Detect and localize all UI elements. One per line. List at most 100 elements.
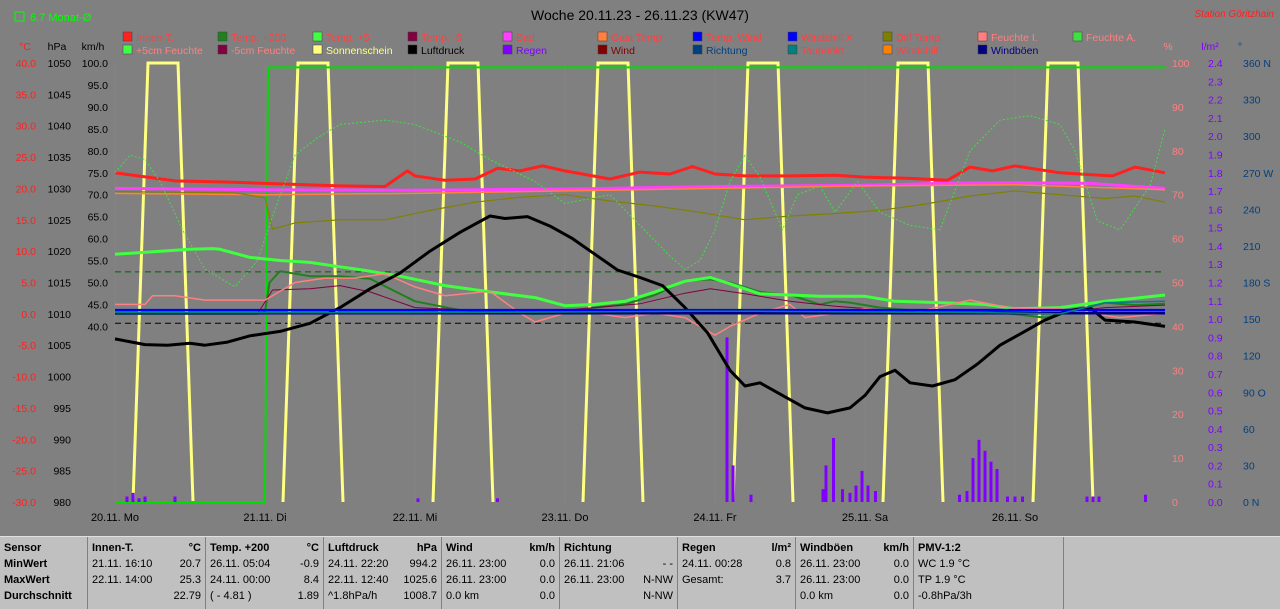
legend-label: Feuchte I.	[991, 32, 1038, 44]
statistics-panel: Sensor MinWert MaxWert Durchschnitt Inne…	[0, 536, 1280, 609]
stats-cell-label: 24.11. 22:20	[328, 558, 389, 570]
rain-unit-label: l/m²	[1201, 41, 1219, 53]
day-label: 26.11. So	[992, 512, 1038, 524]
rain-tick: 0.3	[1208, 442, 1223, 454]
stats-cell-row: TP 1.9 °C	[918, 572, 1059, 588]
legend-item[interactable]: Feuchte I.	[977, 31, 1038, 44]
stats-cell-row: WC 1.9 °C	[918, 556, 1059, 572]
series-line-taupunkt	[115, 300, 1166, 315]
legend-label: +5cm Feuchte	[136, 45, 203, 57]
stats-cell-row: 22.79	[92, 588, 201, 604]
sunshine-trace	[581, 61, 645, 503]
legend-item[interactable]: Windböen	[977, 44, 1038, 57]
direction-tick: 210	[1243, 241, 1261, 253]
stats-cell-label	[92, 588, 173, 604]
stats-column: PMV-1:2 WC 1.9 °C TP 1.9 °C -0.8hPa/3h	[914, 537, 1064, 609]
series-line-bad	[114, 181, 1166, 192]
hpa-tick: 1035	[48, 152, 72, 164]
legend-item[interactable]: Luftdruck	[407, 44, 465, 57]
legend-item[interactable]: Taupunkt	[787, 44, 844, 57]
monat-average-label: 6.7 Monat-Ø	[30, 12, 92, 24]
legend-label: Windchill	[896, 45, 938, 57]
hpa-tick: 1015	[48, 278, 72, 290]
legend-item[interactable]: -5cm Feuchte	[217, 44, 295, 57]
stats-cell-value: - -	[662, 558, 673, 570]
hpa-unit-label: hPa	[48, 41, 67, 53]
legend-item[interactable]: Wind	[597, 44, 635, 57]
stats-column-unit: km/h	[883, 542, 909, 554]
stats-cell-row: 24.11. 22:20 994.2	[328, 556, 437, 572]
legend-label: Feuchte A.	[1086, 32, 1136, 44]
percent-tick: 40	[1172, 321, 1184, 333]
direction-tick: 30	[1243, 460, 1255, 472]
rain-bar	[131, 492, 135, 502]
percent-tick: 100	[1172, 58, 1190, 70]
series-line-feuchte-a-	[114, 115, 1166, 288]
plot-area	[114, 61, 1166, 503]
legend-label: Windböen	[991, 45, 1038, 57]
direction-tick: 330	[1243, 95, 1261, 107]
monat-checkbox[interactable]	[14, 11, 25, 22]
rain-bar	[977, 439, 981, 502]
kmh-tick: 90.0	[88, 102, 109, 114]
legend-item[interactable]: Windchill	[882, 44, 938, 57]
legend-item[interactable]: Temp. +5	[312, 31, 370, 44]
stats-cell-label: Gesamt:	[682, 574, 724, 586]
legend-item[interactable]: Bad	[502, 31, 535, 44]
hpa-tick: 1005	[48, 340, 72, 352]
legend-item[interactable]: +5cm Feuchte	[122, 44, 203, 57]
rain-bar	[749, 494, 753, 502]
stats-cell-row: 26.11. 23:00 0.0	[800, 572, 909, 588]
stats-column-title: Temp. +200	[210, 542, 270, 554]
stats-cell-value: 1.89	[297, 590, 319, 602]
legend-item[interactable]: Diff Temp.	[882, 31, 943, 44]
temp-tick: -30.0	[12, 497, 36, 509]
axes: 40.0 35.0 30.0 25.0 20.0 15.0 10.0 5.0 0.0 -5.0 -1…	[12, 41, 1273, 524]
legend-item[interactable]: Temp. Wind	[692, 31, 762, 44]
rain-bar	[965, 491, 969, 502]
legend-item[interactable]: Richtung	[692, 44, 748, 57]
kmh-tick: 95.0	[88, 80, 109, 92]
legend-item[interactable]: Temp. +200	[217, 31, 286, 44]
legend-item[interactable]: Regen	[502, 44, 547, 57]
direction-tick: 150	[1243, 314, 1261, 326]
rain-bar	[821, 489, 825, 502]
legend-swatch	[597, 44, 608, 55]
kmh-tick: 45.0	[88, 299, 109, 311]
rain-tick: 0.8	[1208, 351, 1223, 363]
legend-label: Diff Temp.	[896, 32, 943, 44]
stats-cell-row: 26.11. 21:06 - -	[564, 556, 673, 572]
stats-cell-value: -0.9	[300, 558, 319, 570]
rain-bar	[824, 465, 828, 502]
legend-swatch	[692, 44, 703, 55]
stats-column-header: PMV-1:2	[918, 540, 1059, 556]
stats-cell-row: ^1.8hPa/h 1008.7	[328, 588, 437, 604]
temp-tick: 25.0	[16, 152, 37, 164]
legend-item[interactable]: Feuchte A.	[1072, 31, 1136, 44]
legend-item[interactable]: Sonnenschein	[312, 44, 393, 57]
rain-tick: 0.5	[1208, 406, 1223, 418]
rain-bar	[841, 489, 844, 502]
stats-cell-value: 0.0	[893, 590, 909, 602]
percent-tick: 90	[1172, 102, 1184, 114]
legend-item[interactable]: Windchill X	[787, 31, 853, 44]
legend-label: Temp. -5	[421, 32, 462, 44]
legend-swatch	[122, 44, 133, 55]
day-label: 21.11. Di	[243, 512, 286, 524]
stats-cell-row: 26.11. 05:04 -0.9	[210, 556, 319, 572]
stats-cell-row: ( - 4.81 ) 1.89	[210, 588, 319, 604]
sunshine-trace	[431, 61, 495, 503]
rain-bar	[874, 491, 877, 502]
stats-cell-label: 24.11. 00:00	[210, 574, 271, 586]
rain-tick: 0.4	[1208, 424, 1223, 436]
stats-cell-value: 8.4	[303, 574, 319, 586]
percent-tick: 70	[1172, 190, 1184, 202]
legend-item[interactable]: Gast Temp	[597, 31, 662, 44]
legend-label: Bad	[516, 32, 535, 44]
legend-label: Wind	[611, 45, 635, 57]
legend-item[interactable]: Innen-T.	[122, 31, 174, 44]
direction-tick: 360 N	[1243, 58, 1271, 70]
legend-item[interactable]: Temp. -5	[407, 31, 462, 44]
stats-row-label: Durchschnitt	[4, 590, 72, 602]
rain-tick: 0.9	[1208, 332, 1223, 344]
